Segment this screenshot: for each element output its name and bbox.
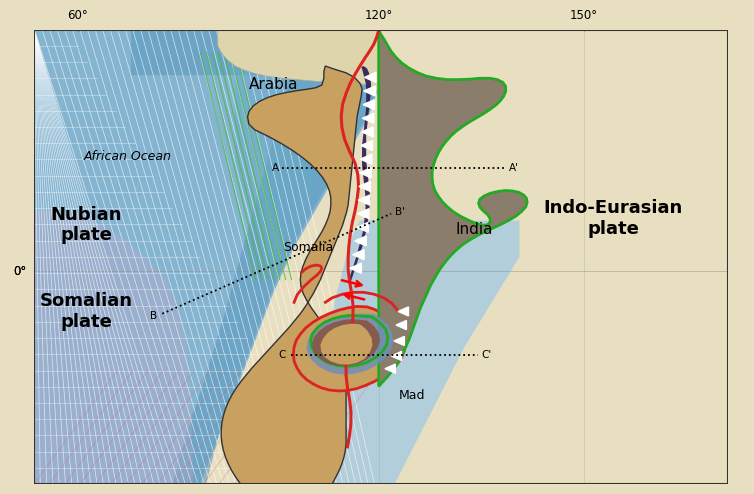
Polygon shape — [218, 30, 379, 98]
Text: Indo-Eurasian
plate: Indo-Eurasian plate — [544, 199, 683, 238]
Text: A': A' — [509, 163, 519, 173]
Polygon shape — [363, 100, 375, 110]
Polygon shape — [221, 66, 362, 484]
Polygon shape — [360, 168, 371, 178]
Text: C': C' — [481, 350, 492, 360]
Text: 0°: 0° — [14, 265, 26, 278]
Polygon shape — [353, 249, 364, 260]
Text: Somalia: Somalia — [283, 241, 333, 254]
Polygon shape — [364, 72, 376, 82]
Text: B: B — [150, 311, 158, 321]
Polygon shape — [385, 364, 395, 373]
Polygon shape — [363, 113, 374, 124]
Polygon shape — [312, 319, 380, 366]
Polygon shape — [396, 321, 406, 329]
Polygon shape — [235, 30, 379, 275]
Polygon shape — [320, 324, 372, 365]
Text: 0°: 0° — [14, 265, 26, 278]
Polygon shape — [354, 236, 366, 246]
Polygon shape — [361, 140, 372, 151]
Polygon shape — [34, 211, 194, 484]
Polygon shape — [379, 31, 527, 386]
Text: Nubian
plate: Nubian plate — [51, 206, 121, 245]
Polygon shape — [358, 195, 369, 205]
Polygon shape — [359, 181, 370, 192]
Polygon shape — [362, 127, 373, 137]
Polygon shape — [349, 66, 371, 282]
Polygon shape — [350, 263, 361, 273]
Polygon shape — [357, 222, 368, 232]
Text: 150°: 150° — [570, 9, 598, 22]
Polygon shape — [34, 483, 35, 484]
Polygon shape — [307, 314, 394, 374]
Polygon shape — [357, 208, 369, 219]
Text: 120°: 120° — [365, 9, 393, 22]
Text: Arabia: Arabia — [249, 77, 298, 92]
Polygon shape — [34, 30, 379, 484]
Text: Mad: Mad — [399, 389, 425, 402]
Polygon shape — [298, 220, 520, 484]
Text: B': B' — [394, 207, 405, 217]
Text: C: C — [278, 350, 286, 360]
Polygon shape — [360, 154, 372, 164]
Polygon shape — [131, 30, 379, 484]
Polygon shape — [363, 86, 375, 96]
Text: A: A — [271, 163, 279, 173]
Polygon shape — [398, 307, 409, 316]
Text: Somalian
plate: Somalian plate — [39, 292, 133, 331]
Text: India: India — [455, 222, 493, 237]
Text: 60°: 60° — [67, 9, 88, 22]
Polygon shape — [394, 336, 404, 345]
Polygon shape — [391, 351, 402, 361]
Polygon shape — [293, 306, 405, 391]
Text: African Ocean: African Ocean — [84, 150, 171, 164]
